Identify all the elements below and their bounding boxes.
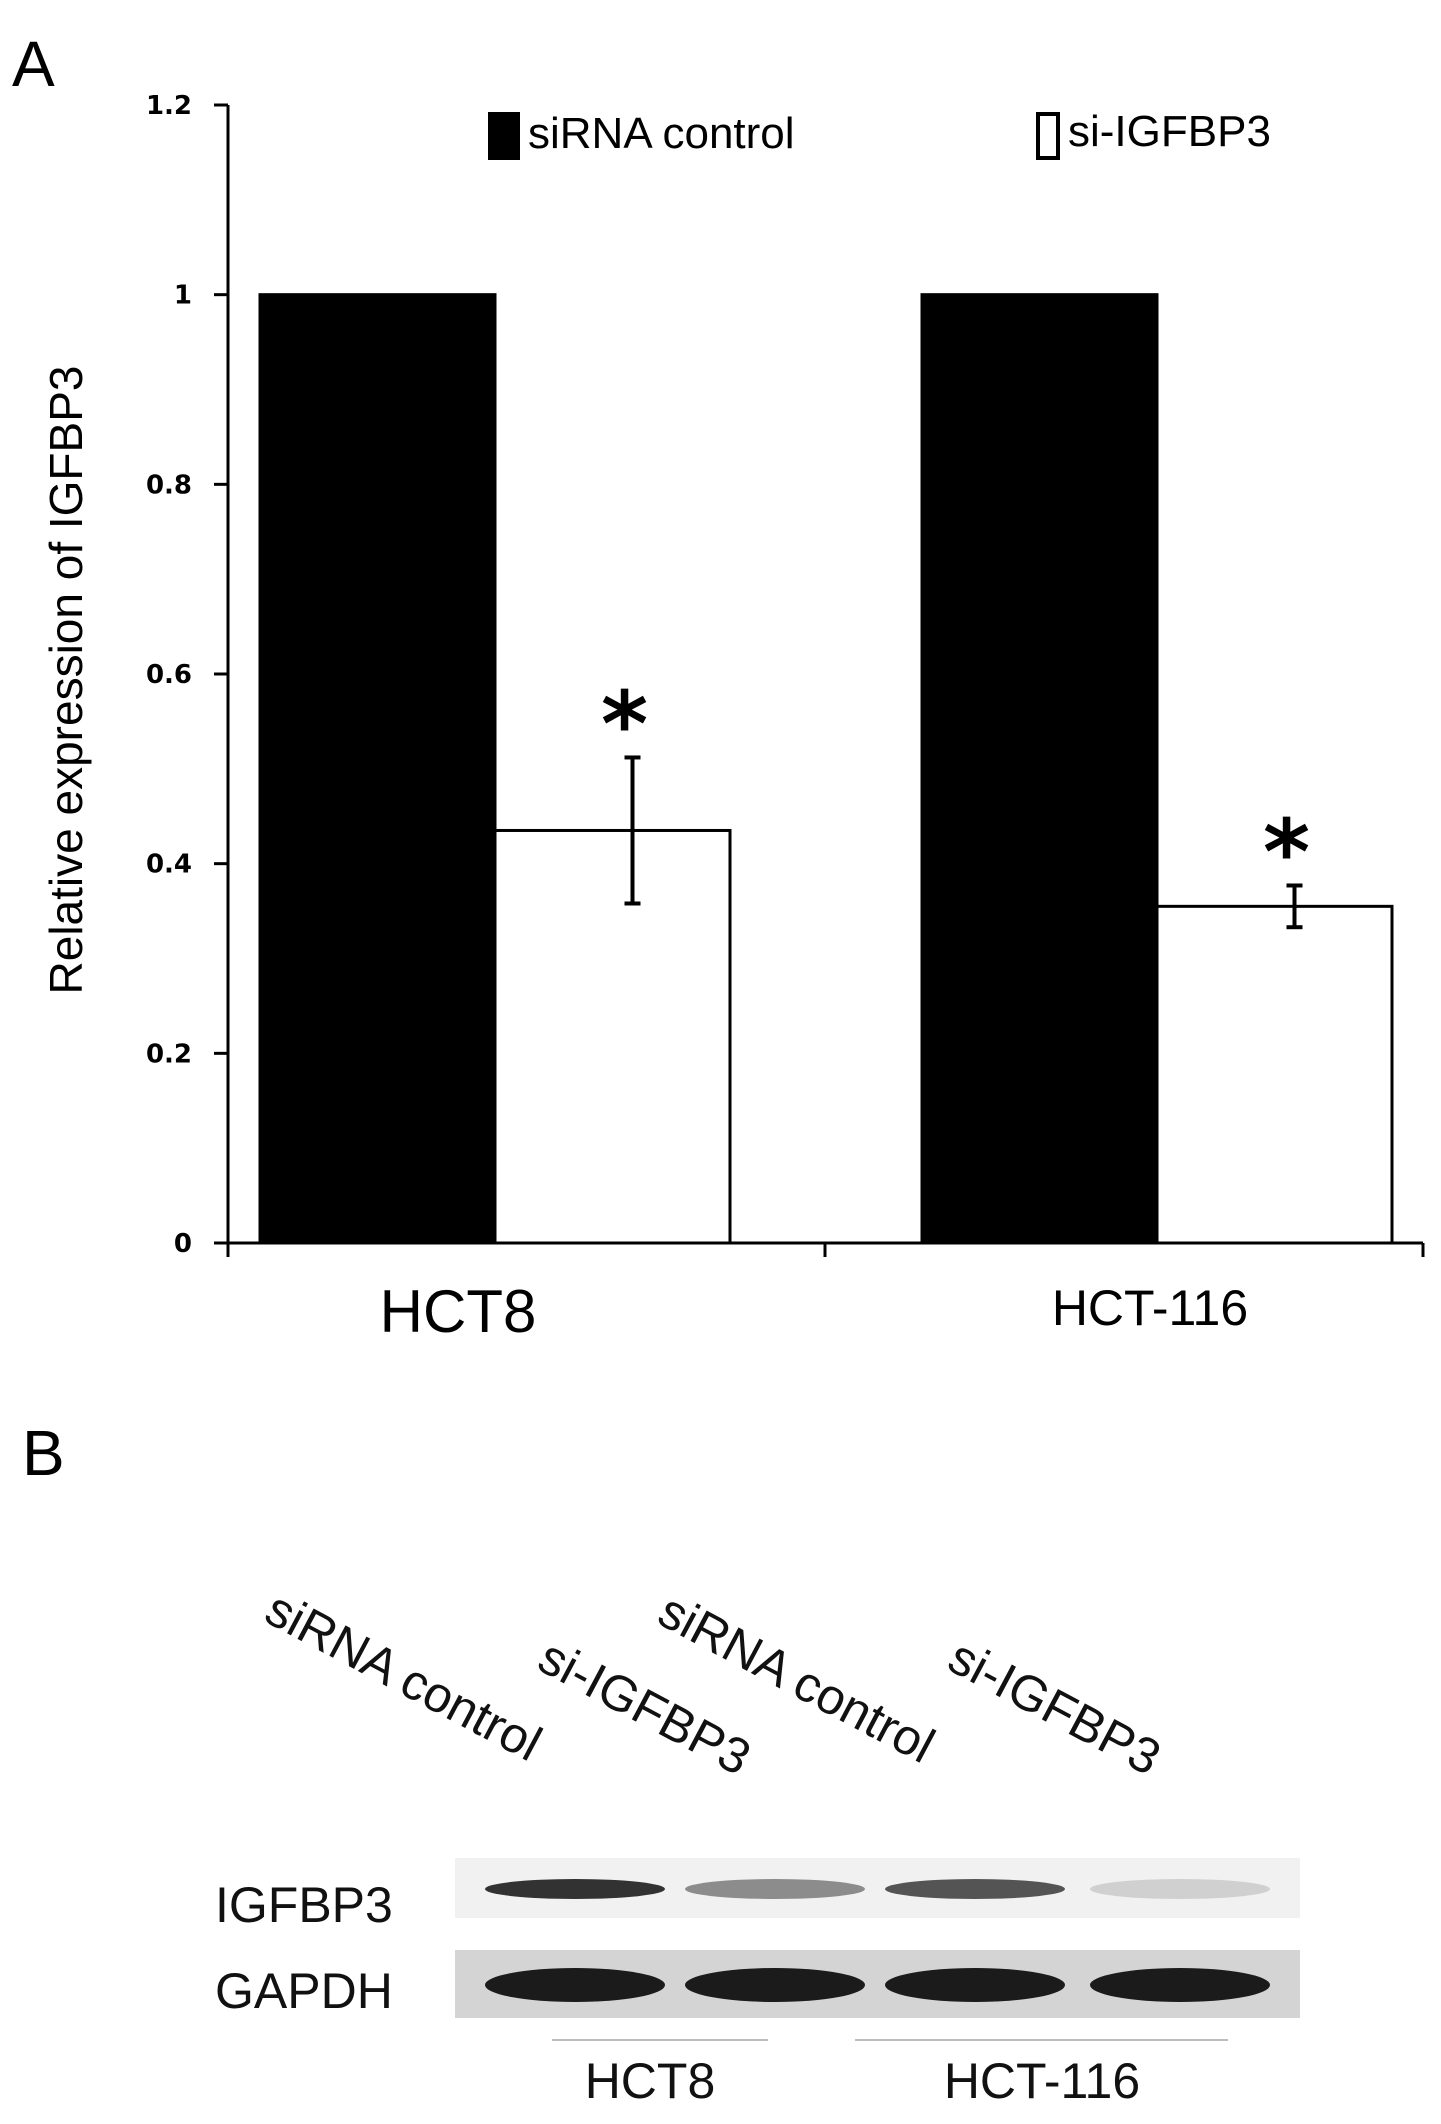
- panel-a-label: A: [12, 28, 55, 100]
- blot-band-gapdh: [885, 1968, 1065, 2002]
- bar-si-igfbp3-hct116: [1155, 904, 1394, 1245]
- bar-sirna-control-hct8: [258, 293, 497, 1245]
- bars: [258, 293, 1394, 1245]
- blot-band-gapdh: [1090, 1968, 1270, 2002]
- category-label-hct116: HCT-116: [1052, 1280, 1248, 1336]
- lane-label: si-IGFBP3: [940, 1628, 1170, 1786]
- blot-band-gapdh: [485, 1968, 665, 2002]
- blot-band-igfbp3: [1090, 1879, 1270, 1899]
- group-label-hct116: HCT-116: [944, 2053, 1140, 2109]
- group-label-hct8: HCT8: [585, 2053, 716, 2109]
- y-tick-label: 1.2: [146, 91, 192, 121]
- significance-star: *: [1263, 800, 1310, 905]
- y-tick-label: 0.6: [146, 660, 192, 690]
- bar-sirna-control-hct116: [920, 293, 1159, 1245]
- y-axis-label: Relative expression of IGFBP3: [40, 366, 92, 995]
- legend-label-sirna-control: siRNA control: [528, 109, 795, 158]
- row-label-gapdh: GAPDH: [215, 1963, 393, 2019]
- western-blot: siRNA control si-IGFBP3 siRNA control si…: [215, 1580, 1300, 2109]
- blot-band-igfbp3: [685, 1879, 865, 1899]
- blot-bands: [485, 1879, 1270, 2002]
- legend-label-si-igfbp3: si-IGFBP3: [1068, 107, 1271, 156]
- blot-band-igfbp3: [885, 1879, 1065, 1899]
- panel-b-label: B: [22, 1417, 65, 1489]
- y-tick-label: 0.4: [146, 850, 192, 880]
- y-tick-label: 0.8: [146, 470, 192, 500]
- legend-swatch-sirna-control: [488, 112, 520, 160]
- row-label-igfbp3: IGFBP3: [215, 1877, 393, 1933]
- bar-chart: 0 0.2 0.4 0.6 0.8 1 1.2 Relative expression of…: [40, 91, 1425, 1345]
- blot-band-gapdh: [685, 1968, 865, 2002]
- significance-star: *: [601, 672, 648, 777]
- bar-si-igfbp3-hct8: [493, 828, 732, 1245]
- y-tick-label: 0.2: [146, 1039, 192, 1069]
- error-bars: [624, 755, 1303, 930]
- y-ticks: 0 0.2 0.4 0.6 0.8 1 1.2: [146, 91, 228, 1259]
- y-tick-label: 0: [174, 1229, 192, 1259]
- lane-label: siRNA control: [257, 1580, 551, 1772]
- blot-band-igfbp3: [485, 1879, 665, 1899]
- legend: siRNA control si-IGFBP3: [488, 107, 1271, 160]
- y-tick-label: 1: [174, 281, 192, 311]
- legend-swatch-si-igfbp3: [1036, 112, 1060, 160]
- category-label-hct8: HCT8: [380, 1278, 537, 1345]
